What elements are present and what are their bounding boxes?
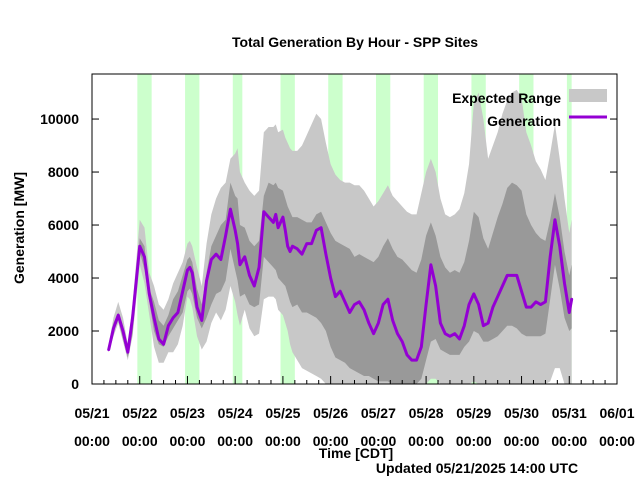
y-tick-label-0: 0 [71,376,79,392]
x-tick-time-0: 00:00 [74,433,110,449]
y-tick-label-1: 2000 [48,323,79,339]
x-tick-date-2: 05/23 [170,405,205,421]
x-tick-time-5: 00:00 [313,433,349,449]
x-tick-date-3: 05/24 [218,405,253,421]
x-tick-date-9: 05/30 [504,405,539,421]
x-tick-date-0: 05/21 [74,405,109,421]
y-tick-label-5: 10000 [40,111,79,127]
x-tick-date-6: 05/27 [361,405,396,421]
x-tick-time-10: 00:00 [551,433,587,449]
x-tick-time-1: 00:00 [122,433,158,449]
x-tick-time-4: 00:00 [265,433,301,449]
night-shade-9 [566,74,572,384]
night-shade-1 [185,74,200,384]
x-tick-time-2: 00:00 [170,433,206,449]
x-tick-date-7: 05/28 [409,405,444,421]
legend-swatch-expected-range [569,89,607,102]
legend-label-generation: Generation [487,113,561,129]
y-axis-label: Generation [MW] [11,172,27,284]
x-tick-date-10: 05/31 [552,405,587,421]
y-tick-label-3: 6000 [48,217,79,233]
x-tick-time-9: 00:00 [504,433,540,449]
x-tick-date-5: 05/26 [313,405,348,421]
x-tick-time-3: 00:00 [217,433,253,449]
updated-timestamp: Updated 05/21/2025 14:00 UTC [376,460,578,476]
x-tick-time-8: 00:00 [456,433,492,449]
chart-title: Total Generation By Hour - SPP Sites [232,34,478,50]
y-tick-label-2: 4000 [48,270,79,286]
x-tick-time-11: 00:00 [599,433,635,449]
x-tick-time-6: 00:00 [360,433,396,449]
y-tick-label-4: 8000 [48,164,79,180]
legend-label-expected-range: Expected Range [452,90,561,106]
axes: 0 2000 4000 6000 8000 10000 05/21 00:00 05/22 00:… [40,111,635,449]
x-tick-date-8: 05/29 [456,405,491,421]
x-axis-label: Time [CDT] [319,445,393,461]
x-tick-date-1: 05/22 [122,405,157,421]
x-tick-date-4: 05/25 [265,405,300,421]
generation-line [107,207,574,362]
legend: Expected Range Generation [452,89,607,129]
x-tick-date-11: 06/01 [599,405,634,421]
x-tick-time-7: 00:00 [408,433,444,449]
